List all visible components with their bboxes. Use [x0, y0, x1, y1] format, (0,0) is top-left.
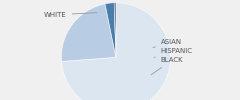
Wedge shape: [61, 4, 116, 61]
Text: ASIAN: ASIAN: [153, 39, 182, 48]
Wedge shape: [105, 3, 116, 57]
Text: HISPANIC: HISPANIC: [154, 48, 193, 57]
Text: WHITE: WHITE: [44, 12, 97, 18]
Text: BLACK: BLACK: [151, 57, 183, 75]
Wedge shape: [61, 3, 171, 100]
Wedge shape: [114, 3, 116, 57]
